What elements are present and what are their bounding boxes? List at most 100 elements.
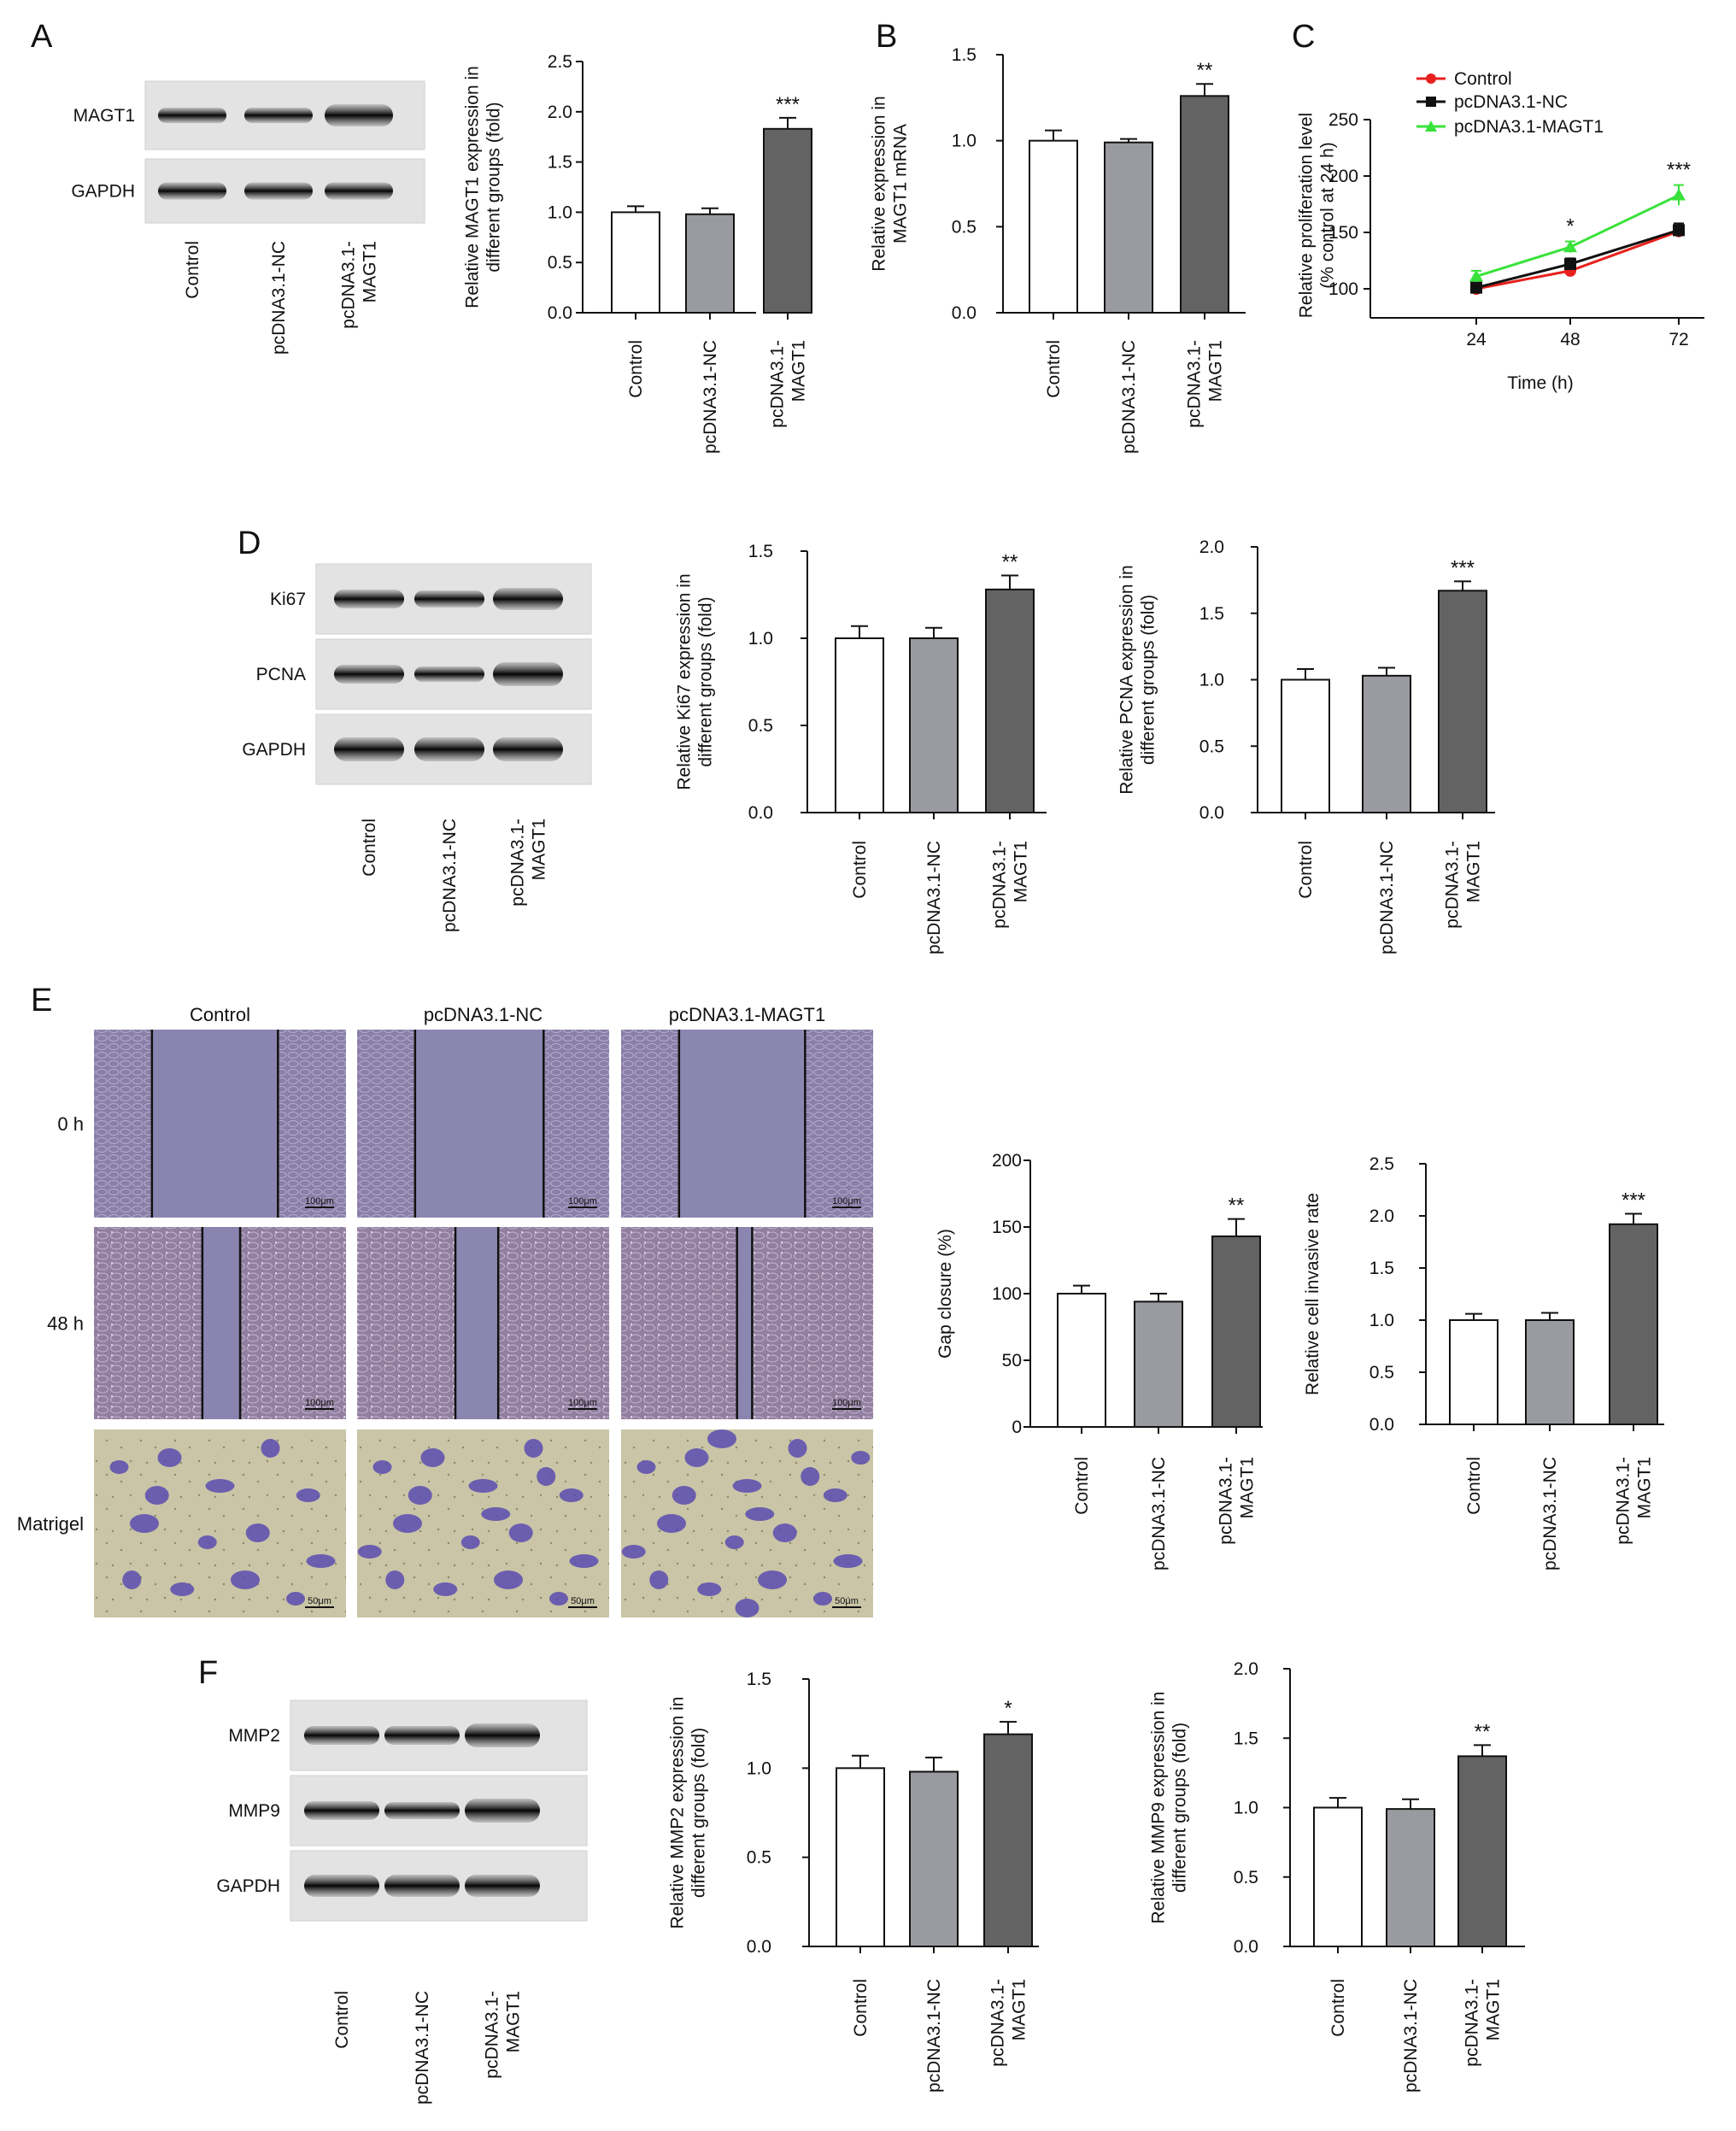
data-point — [1672, 188, 1686, 201]
y-axis-label-line: different groups (fold) — [696, 596, 716, 766]
blot-lane-label-line: pcDNA3.1- — [508, 819, 528, 907]
blot-row-label: MMP2 — [228, 1726, 280, 1746]
bar — [1438, 590, 1487, 813]
wound-gap — [736, 1227, 753, 1419]
y-tick-label-line: 150 — [992, 1218, 1022, 1237]
scale-bar-label: 50μm — [835, 1596, 859, 1606]
y-axis-label-line: Relative expression in — [870, 96, 889, 271]
y-tick-label: 2.5 — [548, 52, 572, 72]
stained-cell — [833, 1554, 863, 1568]
category-label: pcDNA3.1-NC — [701, 340, 720, 454]
category-label-line: pcDNA3.1- — [768, 340, 788, 428]
category-label: pcDNA3.1-MAGT1 — [988, 1979, 1029, 2067]
data-point — [1673, 224, 1685, 237]
y-axis-label-line: Relative MMP9 expression in — [1149, 1692, 1169, 1924]
category-label: Control — [1328, 1979, 1348, 2037]
stained-cell — [306, 1554, 336, 1568]
y-axis-label-line: Relative Ki67 expression in — [675, 573, 695, 790]
y-tick-label-line: 0.0 — [748, 803, 773, 823]
y-axis-label-line: (% control at 24 h) — [1318, 142, 1338, 289]
blot-band — [414, 590, 484, 608]
bar — [835, 637, 884, 813]
category-label-line: Control — [1328, 1979, 1348, 2037]
bar — [1609, 1223, 1658, 1426]
category-label-line: Control — [1072, 1457, 1092, 1515]
bar-chart-b: 0.0 0.5 1.0 1.5 Relative expression inMAGT1 … — [870, 45, 1246, 454]
category-label: pcDNA3.1-NC — [924, 1979, 944, 2093]
blot-band — [384, 1726, 460, 1745]
category-label: pcDNA3.1-MAGT1 — [768, 340, 809, 428]
stained-cell — [245, 1523, 270, 1542]
bar — [1313, 1806, 1363, 1947]
stained-cell — [851, 1451, 871, 1465]
x-tick-label-line: 48 — [1560, 330, 1580, 349]
blot-lane-label-line: pcDNA3.1-NC — [413, 1991, 432, 2105]
y-axis-label: Relative MMP9 expression indifferent gro… — [1149, 1692, 1190, 1924]
y-tick-label-line: 0.0 — [1234, 1937, 1258, 1957]
stained-cell — [732, 1479, 762, 1493]
category-label-line: pcDNA3.1-NC — [1119, 340, 1139, 454]
legend-label: pcDNA3.1-MAGT1 — [1454, 117, 1604, 137]
micrograph-column-title: Control — [190, 1004, 250, 1025]
bar — [983, 1733, 1033, 1947]
x-tick-label: 72 — [1669, 330, 1688, 349]
bar — [611, 211, 660, 314]
blot-lane-label: pcDNA3.1-NC — [413, 1991, 432, 2105]
stained-cell — [122, 1570, 142, 1589]
y-tick-label-line: 0.0 — [747, 1937, 771, 1957]
y-tick-label-line: 200 — [1328, 167, 1358, 186]
category-label-line: pcDNA3.1- — [990, 841, 1010, 929]
category-label-line: Control — [1044, 340, 1064, 398]
blot-lane-label-line: MAGT1 — [530, 819, 549, 880]
y-axis-label-line: Relative MAGT1 expression in — [463, 66, 483, 308]
panel-letter-f: F — [198, 1655, 218, 1691]
micrograph-row-label: 48 h — [47, 1313, 84, 1335]
significance-label: * — [1566, 215, 1574, 238]
panel-letter-b: B — [876, 19, 897, 55]
bar — [1029, 139, 1078, 314]
blot-band — [414, 666, 484, 682]
bar — [685, 213, 735, 314]
blot-lane-label-line: pcDNA3.1- — [483, 1991, 502, 2079]
x-tick-label: 48 — [1560, 330, 1580, 349]
panel-letter-e: E — [31, 983, 52, 1019]
blot-lane-label: pcDNA3.1-MAGT1 — [339, 241, 380, 329]
blot-band — [493, 588, 563, 610]
x-tick-label-line: 72 — [1669, 330, 1688, 349]
stained-cell — [408, 1486, 432, 1505]
stained-cell — [684, 1448, 709, 1467]
category-label-line: MAGT1 — [1012, 841, 1031, 902]
y-tick-label-line: 1.0 — [1369, 1311, 1394, 1330]
y-tick-label: 1.5 — [952, 45, 976, 65]
bar-chart-e-gap: 0 50 100 150 200 Gap closure (%) Control pcDNA3… — [935, 1151, 1263, 1570]
blot-band — [158, 182, 226, 200]
micrograph-row-label: Matrigel — [17, 1513, 84, 1535]
y-tick-label-line: 2.5 — [1369, 1154, 1394, 1174]
y-tick-label-line: 2.5 — [548, 52, 572, 72]
category-label: Control — [1044, 340, 1064, 398]
y-tick-label: 1.0 — [1199, 671, 1224, 690]
blot-band — [465, 1723, 540, 1747]
y-tick-label: 0.0 — [1234, 1937, 1258, 1957]
y-tick-label: 1.5 — [1234, 1729, 1258, 1748]
blot-band — [493, 662, 563, 686]
blot-row-label: PCNA — [256, 665, 306, 684]
stained-cell — [745, 1507, 775, 1521]
y-tick-label: 0.0 — [747, 1937, 771, 1957]
x-tick-label: 24 — [1466, 330, 1487, 349]
category-label-line: pcDNA3.1-NC — [924, 841, 944, 954]
stained-cell — [549, 1592, 568, 1606]
stained-cell — [801, 1467, 820, 1486]
blot-lane-label: Control — [332, 1991, 352, 2049]
y-tick-label: 2.0 — [1369, 1206, 1394, 1226]
category-label-line: MAGT1 — [789, 340, 809, 402]
x-tick-label-line: 24 — [1466, 330, 1487, 349]
wound-gap — [455, 1227, 499, 1419]
blot-band — [334, 665, 404, 684]
stained-cell — [433, 1582, 458, 1596]
significance-label: *** — [1622, 1189, 1645, 1212]
bar — [909, 637, 959, 813]
y-tick-label: 0 — [1012, 1418, 1022, 1437]
category-label-line: pcDNA3.1-NC — [1377, 841, 1397, 954]
line-chart-c: 100 150 200 250 24 48 72 Time (h) Relative proli… — [1297, 69, 1704, 393]
